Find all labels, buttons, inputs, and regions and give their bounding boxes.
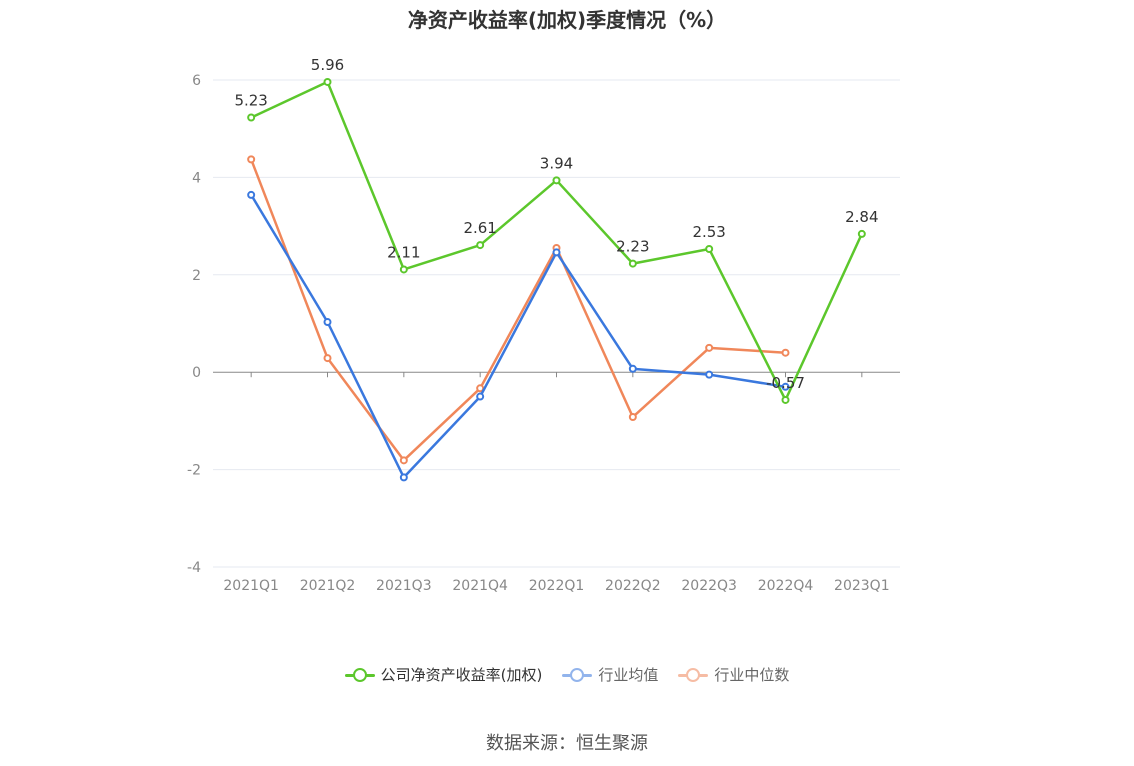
y-tick-label: 0: [192, 365, 201, 381]
series-line: [250, 158, 786, 462]
data-point[interactable]: [781, 348, 790, 357]
data-point[interactable]: [857, 229, 866, 238]
data-point[interactable]: [399, 265, 408, 274]
x-tick-label: 2021Q1: [223, 578, 279, 594]
data-point[interactable]: [247, 113, 256, 122]
data-point[interactable]: [628, 413, 637, 422]
data-label: -0.57: [766, 374, 805, 392]
data-point[interactable]: [323, 318, 332, 327]
data-point[interactable]: [247, 190, 256, 199]
x-axis: 2021Q1 2021Q2 2021Q3 2021Q4 2022Q1 2022Q2 2022…: [213, 371, 900, 594]
legend-label: 行业中位数: [714, 666, 790, 684]
legend-marker-icon: [562, 667, 593, 683]
data-label: 2.84: [845, 208, 878, 226]
data-point[interactable]: [705, 370, 714, 379]
legend: 公司净资产收益率(加权) 行业均值 行业中位数: [0, 664, 1134, 685]
data-point[interactable]: [781, 395, 790, 404]
data-point[interactable]: [399, 456, 408, 465]
data-point[interactable]: [628, 364, 637, 373]
data-labels: 5.23 5.96 2.11 2.61 3.94 2.23 2.53 -0.57 2.84: [234, 56, 878, 392]
legend-marker-icon: [344, 667, 375, 683]
data-point[interactable]: [552, 248, 561, 257]
data-point[interactable]: [399, 473, 408, 482]
data-point[interactable]: [476, 392, 485, 401]
data-label: 2.23: [616, 238, 649, 256]
x-tick-label: 2021Q3: [376, 578, 432, 594]
x-tick-label: 2021Q4: [452, 578, 508, 594]
x-tick-label: 2022Q2: [605, 578, 661, 594]
data-point[interactable]: [781, 382, 790, 391]
legend-item-industry-avg[interactable]: 行业均值: [562, 664, 658, 685]
y-tick-label: -4: [187, 560, 201, 576]
x-tick-label: 2022Q3: [681, 578, 737, 594]
grid-lines: [213, 79, 900, 568]
data-point[interactable]: [476, 241, 485, 250]
chart-title: 净资产收益率(加权)季度情况（%）: [407, 8, 727, 32]
legend-item-industry-median[interactable]: 行业中位数: [678, 664, 789, 685]
data-label: 2.11: [387, 243, 420, 261]
data-point[interactable]: [323, 354, 332, 363]
x-tick-label: 2022Q1: [529, 578, 585, 594]
data-point[interactable]: [705, 244, 714, 253]
data-point[interactable]: [628, 259, 637, 268]
data-label: 2.61: [463, 219, 496, 237]
data-label: 3.94: [540, 154, 573, 172]
series-line: [250, 194, 786, 479]
legend-label: 行业均值: [598, 666, 659, 684]
y-axis-ticks: -4 -2 0 2 4 6: [187, 73, 201, 576]
y-tick-label: 2: [192, 268, 201, 284]
y-tick-label: -2: [187, 463, 201, 479]
data-point[interactable]: [247, 155, 256, 164]
x-tick-label: 2021Q2: [300, 578, 356, 594]
data-point[interactable]: [476, 384, 485, 393]
data-source: 数据来源：恒生聚源: [486, 733, 648, 754]
y-tick-label: 4: [192, 170, 201, 186]
legend-marker-icon: [678, 667, 709, 683]
series-layer: [247, 77, 866, 482]
legend-label: 公司净资产收益率(加权): [380, 666, 543, 684]
y-tick-label: 6: [192, 73, 201, 89]
data-label: 5.96: [311, 56, 344, 74]
data-label: 5.23: [234, 91, 267, 109]
data-point[interactable]: [323, 77, 332, 86]
x-tick-label: 2023Q1: [834, 578, 890, 594]
data-point[interactable]: [705, 343, 714, 352]
data-point[interactable]: [552, 176, 561, 185]
x-tick-label: 2022Q4: [758, 578, 814, 594]
legend-item-company[interactable]: 公司净资产收益率(加权): [344, 664, 543, 685]
data-label: 2.53: [692, 223, 725, 241]
